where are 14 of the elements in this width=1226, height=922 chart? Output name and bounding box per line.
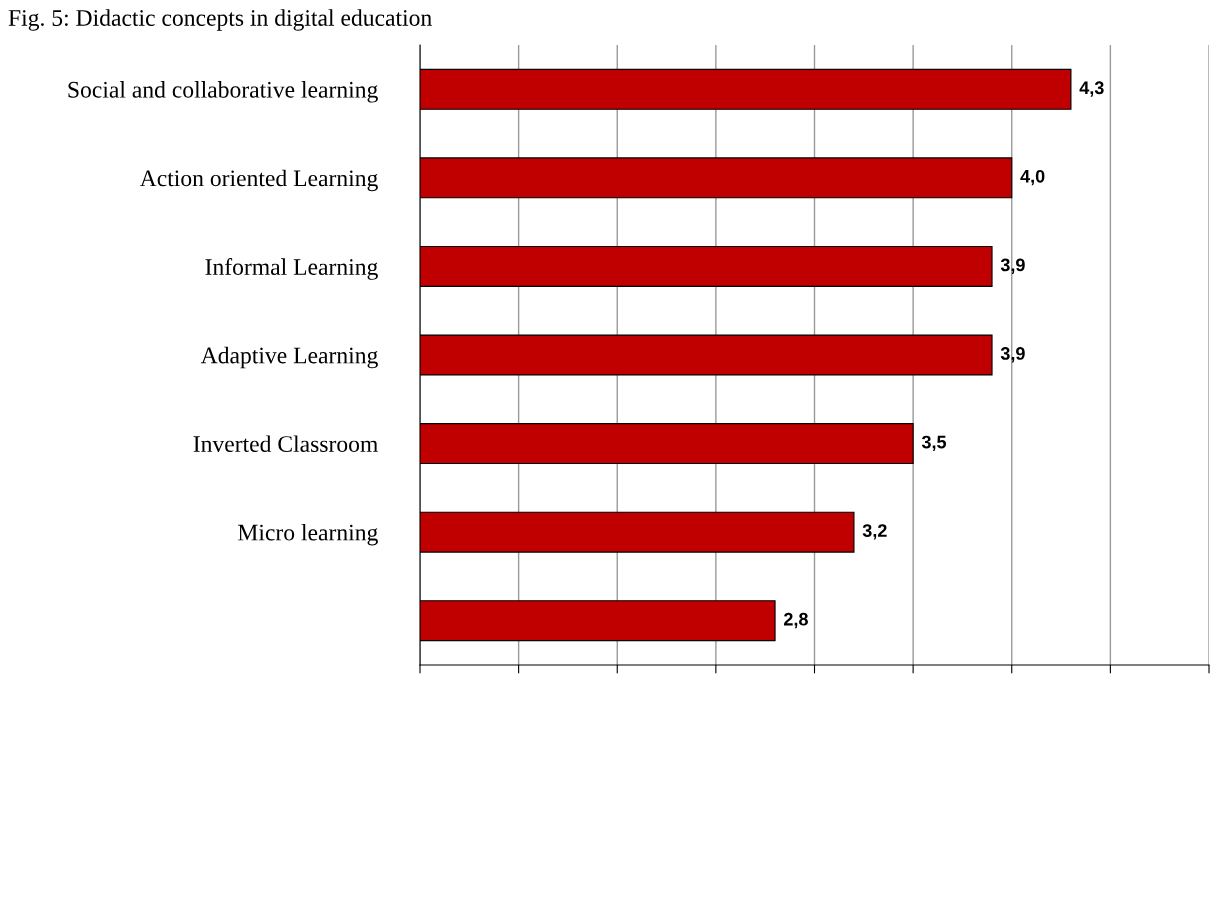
y-tick-label: Inverted Classroom (193, 435, 378, 452)
data-label: 3,2 (862, 524, 887, 540)
data-label: 3,5 (921, 435, 947, 452)
text: Fig. 5: Didactic concepts in digital education (8, 9, 432, 31)
data-label: 4,3 (1079, 81, 1104, 97)
y-tick-label: Action oriented Learning (139, 169, 378, 192)
y-tick-label: Micro learning (238, 523, 378, 546)
data-label: 4,0 (1020, 169, 1045, 186)
data-label: 3,9 (1000, 347, 1025, 363)
data-label: 3,9 (1000, 258, 1025, 274)
y-tick-label: Social and collaborative learning (68, 81, 378, 103)
data-label: 2,8 (784, 612, 808, 629)
y-tick-label: Adaptive Learning (200, 346, 378, 369)
y-tick-label: Informal Learning (205, 258, 378, 280)
